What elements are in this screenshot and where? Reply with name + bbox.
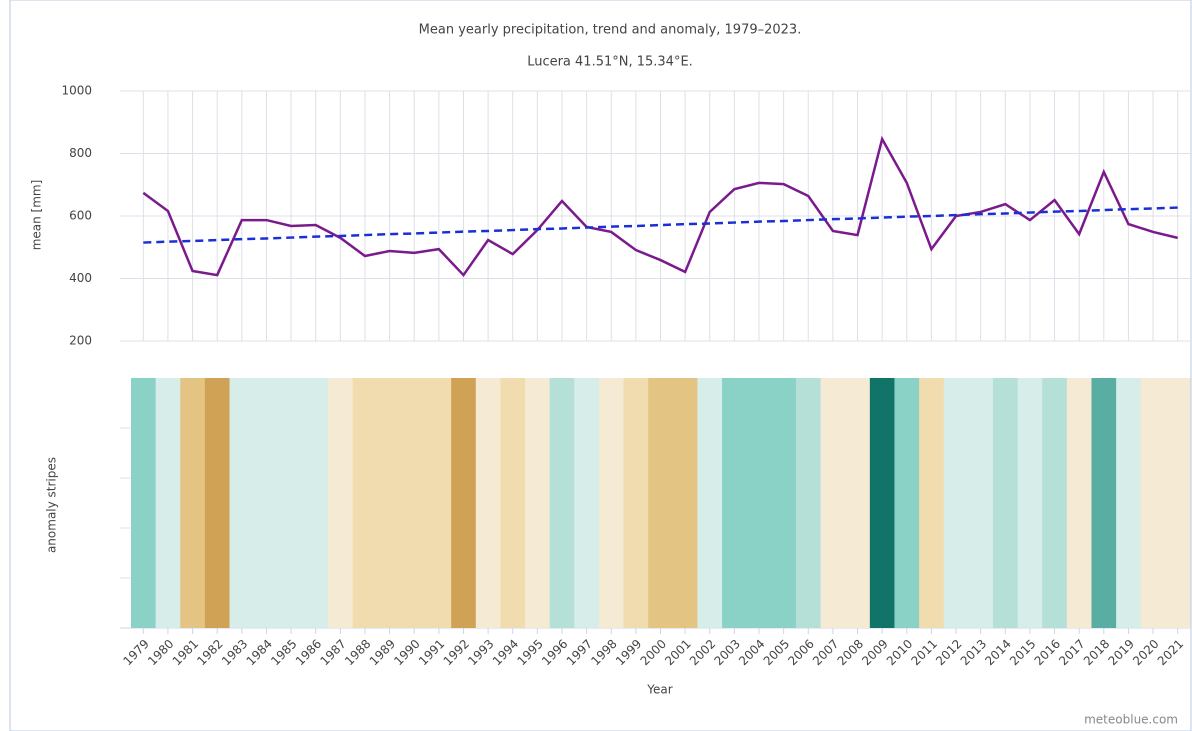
mean-line	[142, 135, 1178, 278]
anomaly-stripe	[1116, 378, 1142, 628]
anomaly-stripe	[869, 378, 895, 628]
anomaly-stripe	[451, 378, 477, 628]
anomaly-stripe	[229, 378, 255, 628]
anomaly-stripe	[377, 378, 403, 628]
anomaly-stripe	[500, 378, 526, 628]
anomaly-stripe	[894, 378, 920, 628]
anomaly-stripe	[155, 378, 181, 628]
anomaly-stripe	[352, 378, 378, 628]
anomaly-stripe	[943, 378, 969, 628]
credit: meteoblue.com	[1084, 713, 1178, 727]
anomaly-stripe	[254, 378, 280, 628]
anomaly-stripe	[598, 378, 625, 628]
anomaly-stripe	[648, 378, 674, 628]
y-tick-label: 800	[69, 146, 92, 160]
anomaly-stripe	[475, 378, 501, 628]
chart-title: Mean yearly precipitation, trend and ano…	[419, 23, 802, 38]
anomaly-stripe	[968, 378, 994, 628]
anomaly-stripe	[180, 378, 206, 628]
anomaly-stripe	[1091, 378, 1117, 628]
anomaly-stripe	[303, 378, 329, 628]
anomaly-stripe	[722, 378, 748, 628]
trend-line	[143, 206, 1178, 244]
anomaly-stripe	[525, 378, 551, 628]
anomaly-stripe	[1066, 378, 1092, 628]
anomaly-stripe	[401, 378, 428, 628]
y-tick-label: 1000	[61, 84, 92, 98]
y-tick-label: 600	[69, 209, 92, 223]
anomaly-stripe	[1140, 378, 1166, 628]
anomaly-stripe	[131, 378, 157, 628]
anomaly-stripe	[574, 378, 600, 628]
anomaly-stripe	[845, 378, 871, 628]
y-axis-label: mean [mm]	[30, 180, 44, 251]
y-tick-label: 200	[69, 334, 92, 348]
anomaly-stripe	[204, 378, 231, 628]
anomaly-stripe	[623, 378, 649, 628]
anomaly-stripe	[672, 378, 698, 628]
anomaly-stripe	[992, 378, 1019, 628]
anomaly-stripe	[278, 378, 304, 628]
anomaly-stripe	[426, 378, 452, 628]
stripes-label: anomaly stripes	[45, 457, 59, 553]
anomaly-stripe	[697, 378, 723, 628]
anomaly-stripe	[746, 378, 772, 628]
y-tick-label: 400	[69, 271, 92, 285]
anomaly-stripe	[919, 378, 945, 628]
anomaly-stripe	[820, 378, 846, 628]
anomaly-stripe	[771, 378, 797, 628]
anomaly-stripe	[549, 378, 575, 628]
anomaly-stripe	[1017, 378, 1043, 628]
anomaly-stripe	[795, 378, 822, 628]
anomaly-stripe	[1042, 378, 1068, 628]
chart-subtitle: Lucera 41.51°N, 15.34°E.	[527, 55, 693, 70]
anomaly-stripe	[1165, 378, 1191, 628]
x-axis-label: Year	[646, 683, 672, 697]
anomaly-stripe	[328, 378, 354, 628]
